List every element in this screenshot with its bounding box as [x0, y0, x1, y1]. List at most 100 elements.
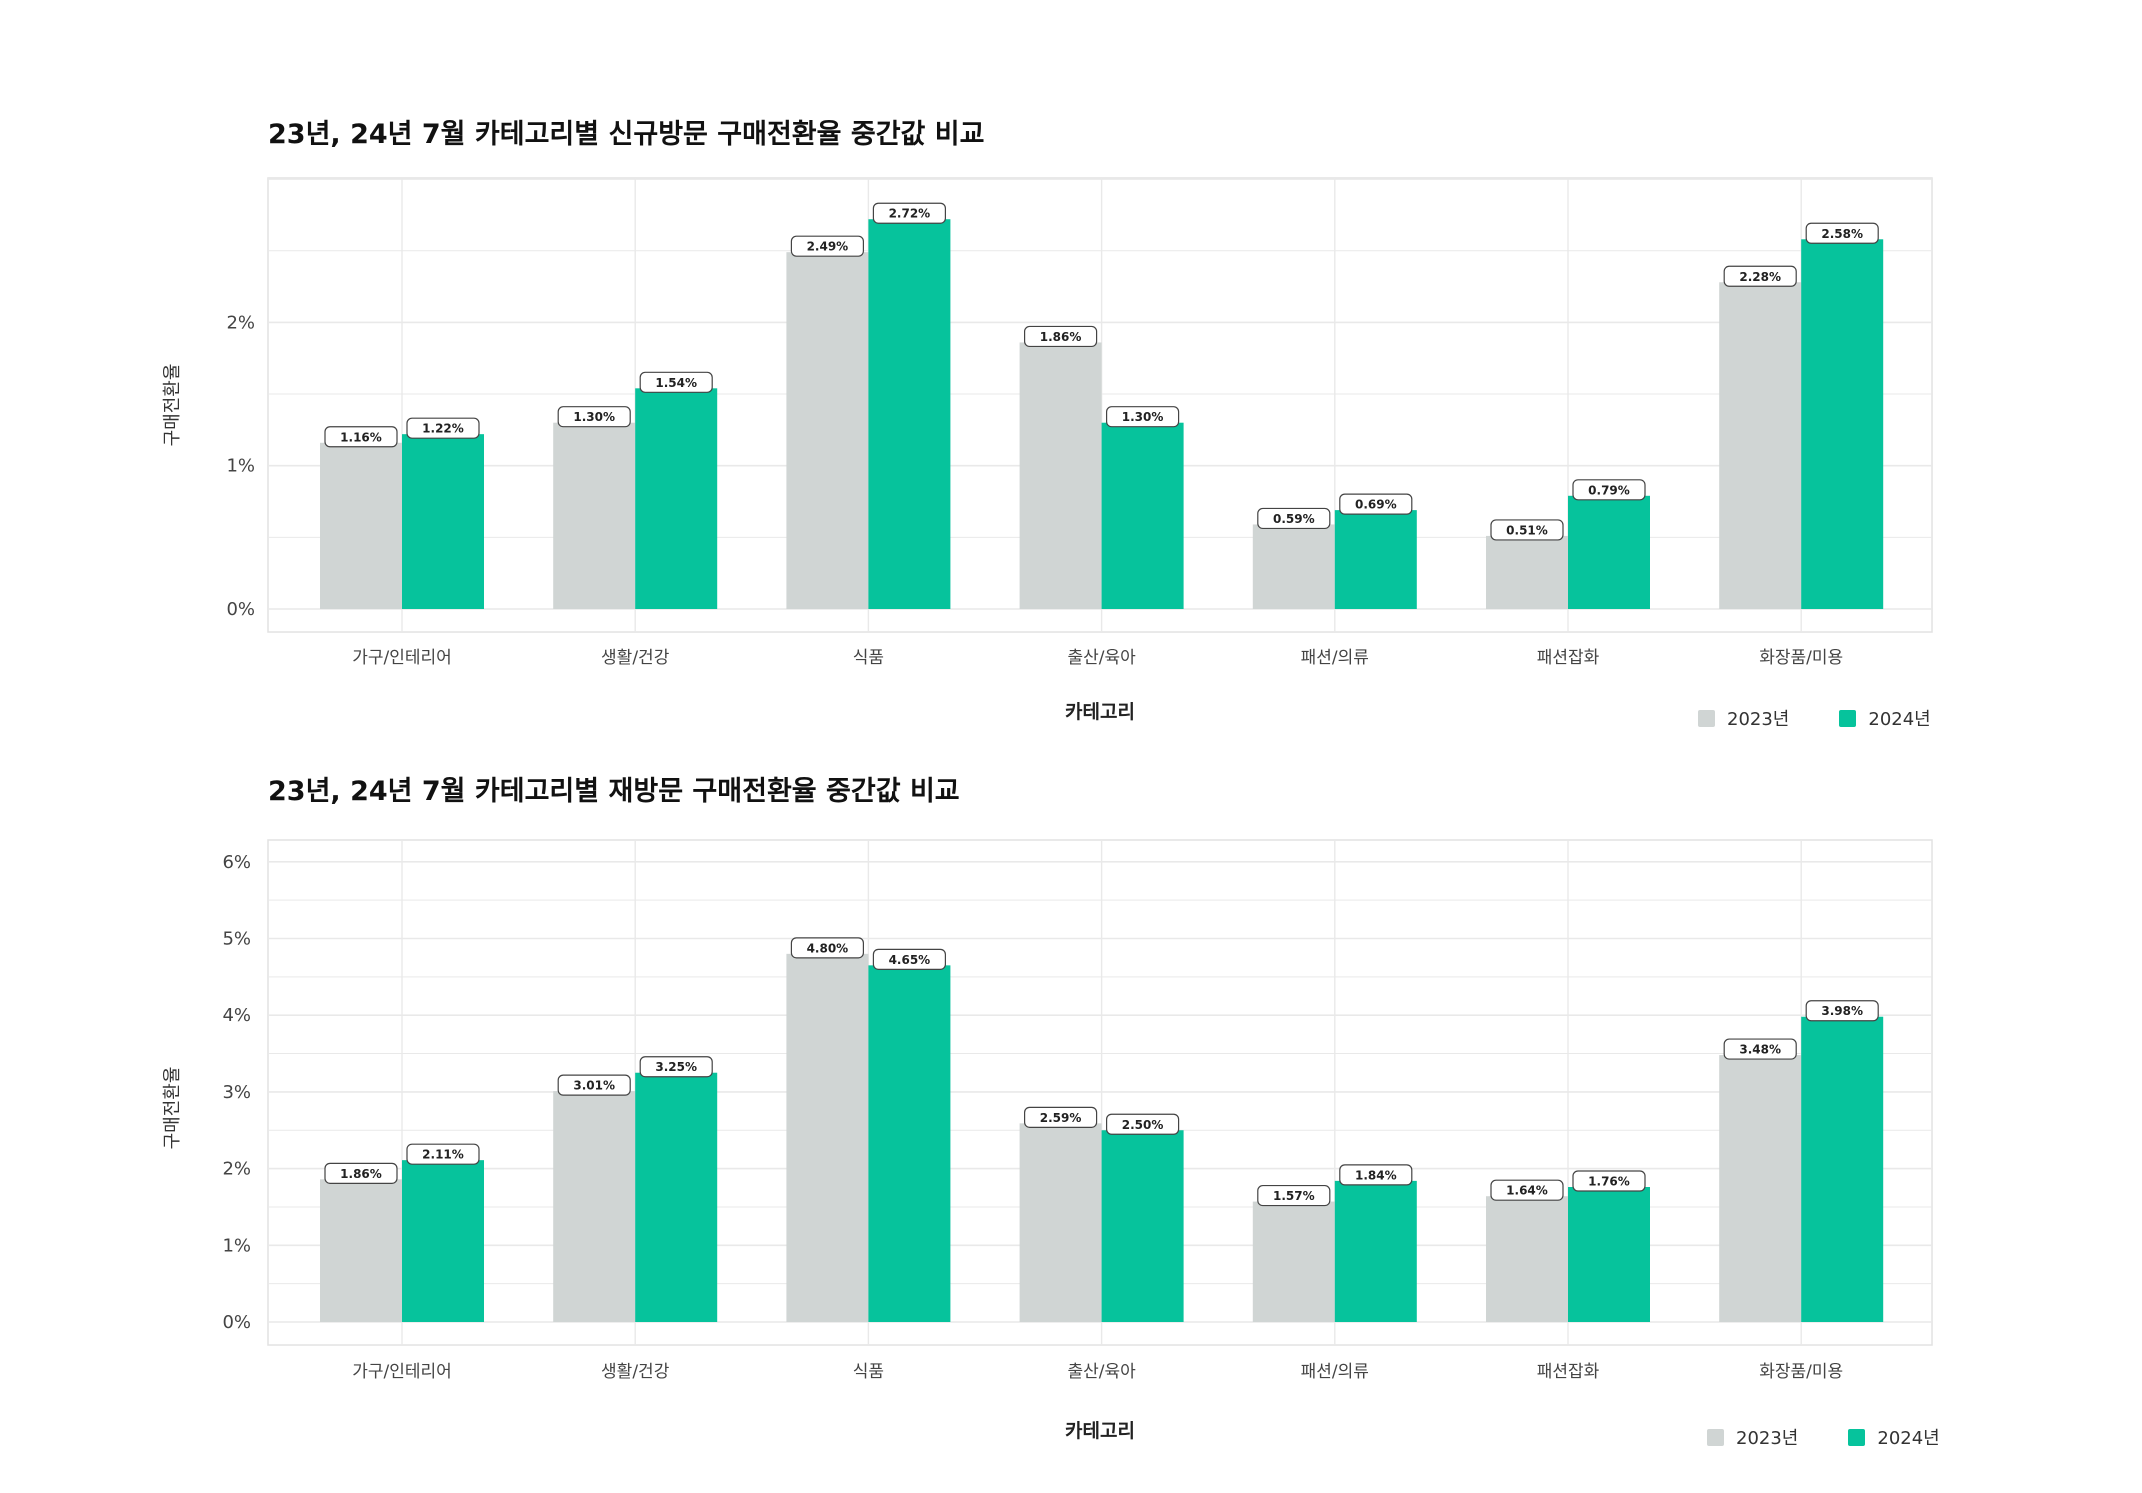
y-tick-label: 2% [222, 1159, 251, 1180]
plot-frame [267, 177, 1933, 633]
data-label-2024: 2.58% [1821, 227, 1863, 241]
bar-2023 [786, 252, 869, 610]
data-label-box [1339, 493, 1413, 515]
data-label-box [1257, 1184, 1331, 1207]
data-label-2024: 0.79% [1588, 483, 1630, 497]
data-label-box [639, 371, 713, 393]
data-label-2024: 2.72% [889, 207, 931, 221]
bar-2024 [1801, 239, 1884, 609]
data-label-box [1805, 222, 1879, 244]
data-label-2023: 1.16% [340, 430, 382, 444]
data-label-box [1805, 1000, 1879, 1022]
data-label-2024: 1.84% [1355, 1168, 1397, 1182]
data-label-2023: 1.86% [340, 1167, 382, 1181]
bar-2023 [320, 442, 402, 609]
data-label-box [1723, 1038, 1797, 1060]
bar-2024 [1568, 495, 1650, 609]
legend-label-2024: 2024년 [1868, 709, 1931, 730]
y-tick-label: 5% [222, 929, 251, 950]
y-tick-label: 2% [226, 312, 255, 333]
bar-2024 [1101, 422, 1184, 609]
data-label-box [1105, 1113, 1180, 1135]
y-axis-title: 구매전환율 [162, 364, 183, 447]
data-label-box [1023, 325, 1098, 348]
chart-plot: 0% 1% 2% 가구/인테리어 생활/건강 식품 출산/육아 패션/의류 패션잡화 화장품/미용… [162, 177, 1933, 723]
legend: 2023년 2024년 [1707, 1424, 1940, 1450]
bar-2024 [1334, 1180, 1417, 1322]
bar-2023 [1719, 282, 1802, 609]
x-axis-title: 카테고리 [1065, 1420, 1135, 1442]
bar-2023 [1252, 524, 1335, 609]
data-label-box [557, 406, 631, 428]
data-label-box [1257, 507, 1331, 530]
data-label-2024: 1.30% [1122, 410, 1164, 424]
bar-2024 [868, 965, 951, 1322]
bar-2024 [635, 1072, 718, 1322]
y-tick-label: 4% [222, 1005, 251, 1026]
data-label-box [1105, 406, 1180, 428]
x-tick-label: 화장품/미용 [1759, 648, 1843, 668]
y-tick-label: 1% [222, 1235, 251, 1256]
bar-2023 [320, 1179, 402, 1322]
data-label-2023: 3.48% [1739, 1043, 1781, 1057]
data-label-box [324, 426, 398, 448]
legend-swatch-2024 [1839, 709, 1857, 727]
data-label-box [324, 1162, 398, 1184]
legend: 2023년 2024년 [1698, 705, 1931, 731]
bar-2023 [553, 1091, 636, 1322]
data-label-2023: 1.30% [573, 410, 615, 424]
data-label-2023: 1.86% [1040, 330, 1082, 344]
bar-2023 [553, 422, 636, 609]
bar-2024 [635, 388, 718, 609]
legend-swatch-2024 [1848, 1428, 1866, 1446]
data-label-box [790, 937, 865, 959]
data-label-2023: 2.59% [1040, 1111, 1082, 1125]
legend-swatch-2023 [1698, 709, 1715, 727]
y-tick-label: 1% [226, 456, 255, 477]
data-label-2024: 0.69% [1355, 498, 1397, 512]
data-label-2024: 2.11% [422, 1148, 464, 1162]
legend-swatch-2023 [1707, 1428, 1724, 1446]
legend-item-2024: 2024년 [1839, 705, 1931, 731]
bar-2023 [1019, 1123, 1102, 1322]
bar-2023 [1486, 1196, 1568, 1322]
data-label-box [639, 1056, 713, 1078]
x-tick-label: 생활/건강 [601, 1362, 670, 1382]
data-label-2024: 1.22% [422, 422, 464, 436]
chart-new-visit: 23년, 24년 7월 카테고리별 신규방문 구매전환율 중간값 비교 0% 1%… [162, 119, 1933, 731]
data-label-box [406, 1143, 480, 1165]
bar-2024 [1101, 1130, 1184, 1322]
x-axis-title: 카테고리 [1065, 701, 1135, 723]
data-label-box [1490, 1179, 1564, 1201]
data-label-box [1572, 1170, 1646, 1192]
data-label-box [872, 202, 947, 224]
bar-2023 [1486, 535, 1568, 609]
data-label-box [1490, 519, 1564, 541]
bar-2024 [402, 434, 484, 609]
data-label-box [1723, 265, 1797, 287]
bar-2024 [1801, 1016, 1884, 1322]
bar-2024 [868, 219, 951, 609]
data-label-2023: 2.49% [807, 240, 849, 254]
x-tick-label: 패션/의류 [1301, 1362, 1369, 1382]
x-tick-label: 출산/육아 [1067, 1362, 1136, 1382]
legend-label-2023: 2023년 [1727, 709, 1790, 730]
data-label-2024: 2.50% [1122, 1118, 1164, 1132]
bar-2023 [786, 953, 869, 1322]
bar-2024 [1334, 510, 1417, 609]
data-label-2023: 0.51% [1506, 523, 1548, 537]
x-tick-label: 식품 [853, 648, 884, 668]
data-label-box [1339, 1164, 1413, 1186]
bar-2023 [1252, 1201, 1335, 1322]
x-tick-label: 패션/의류 [1301, 648, 1369, 668]
chart-title: 23년, 24년 7월 카테고리별 재방문 구매전환율 중간값 비교 [268, 776, 960, 807]
data-label-2023: 2.28% [1739, 270, 1781, 284]
legend-label-2024: 2024년 [1877, 1428, 1940, 1449]
x-tick-label: 가구/인테리어 [352, 648, 452, 668]
y-tick-label: 0% [226, 599, 255, 620]
data-label-2024: 4.65% [889, 953, 931, 967]
data-label-2023: 0.59% [1273, 512, 1315, 526]
legend-item-2024: 2024년 [1848, 1424, 1940, 1450]
